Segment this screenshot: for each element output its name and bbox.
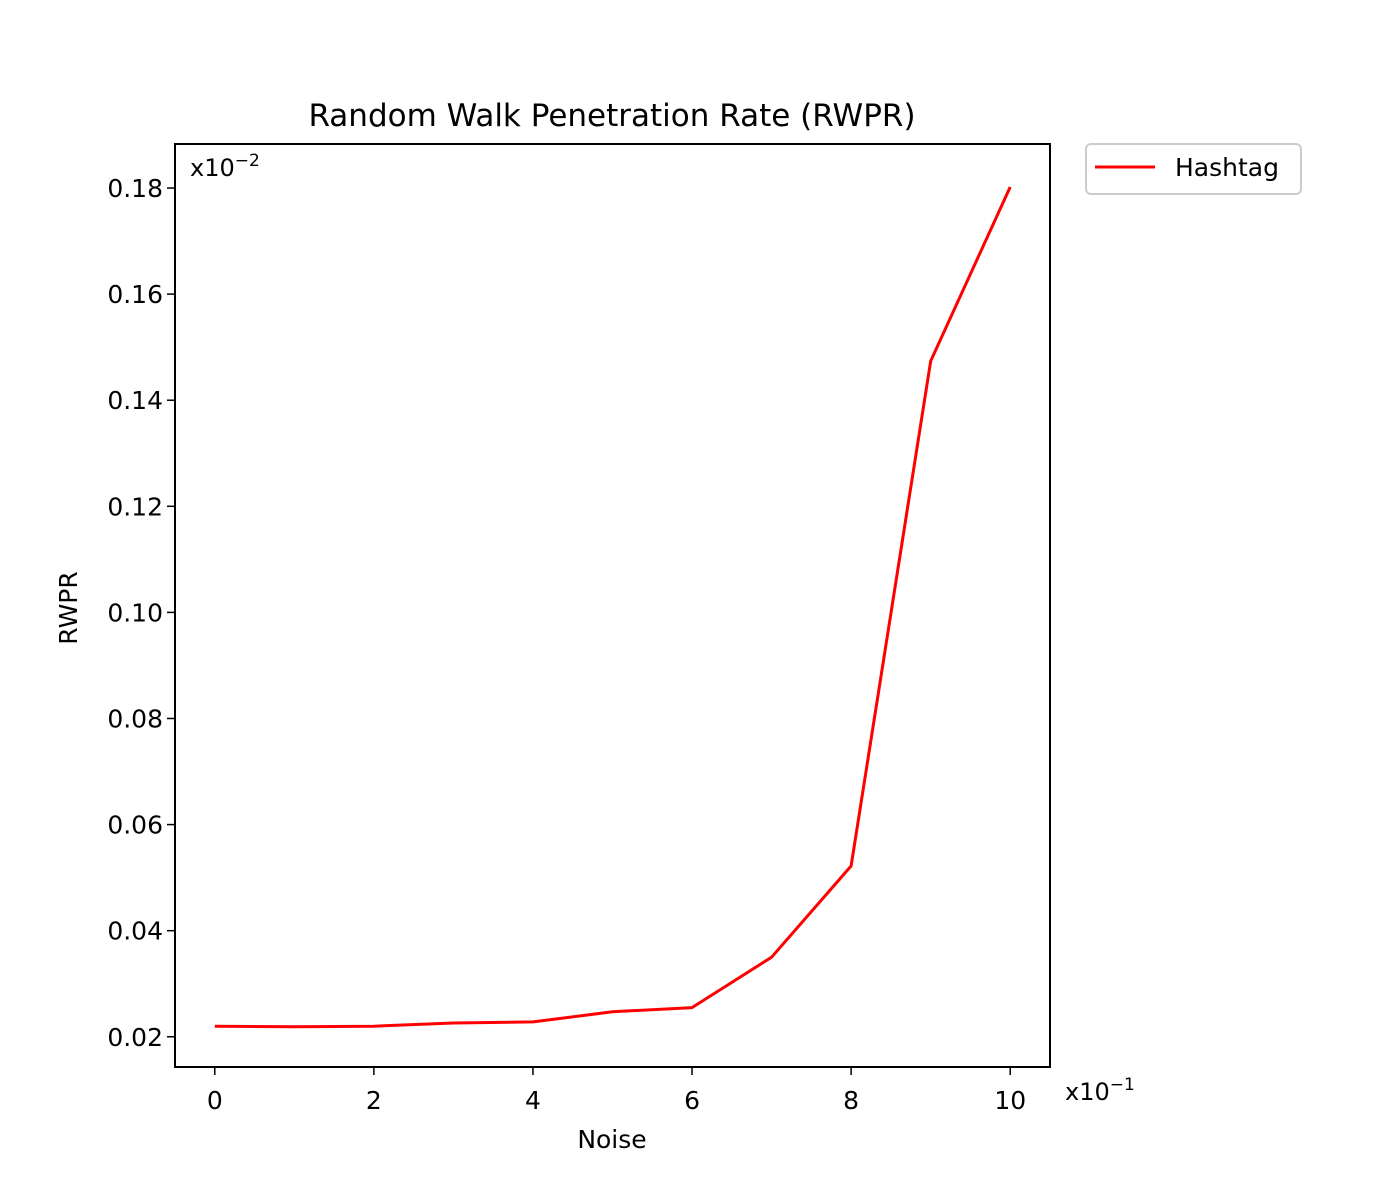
chart-title: Random Walk Penetration Rate (RWPR): [308, 98, 915, 134]
y-axis-ticks: 0.02 0.04 0.06 0.08 0.10 0.12 0.14 0.16 0.18: [107, 174, 175, 1052]
x-tick-label: 8: [843, 1086, 859, 1115]
y-multiplier-exponent: −2: [235, 151, 260, 171]
x-tick-label: 0: [207, 1086, 223, 1115]
y-tick-label: 0.08: [107, 704, 163, 733]
series-layer: [214, 186, 1012, 1029]
legend: Hashtag: [1085, 143, 1302, 195]
x-multiplier-exponent: −1: [1110, 1075, 1135, 1095]
x-tick-label: 6: [684, 1086, 700, 1115]
x-tick-label: 4: [525, 1086, 541, 1115]
plot-frame: [174, 143, 1051, 1068]
y-tick-label: 0.04: [107, 917, 163, 946]
y-tick-label: 0.14: [107, 386, 163, 415]
y-multiplier-base: x10: [190, 154, 235, 182]
legend-box: [1085, 143, 1302, 195]
y-tick-label: 0.06: [107, 811, 163, 840]
x-multiplier-base: x10: [1065, 1078, 1110, 1106]
y-tick-label: 0.16: [107, 280, 163, 309]
y-tick-label: 0.02: [107, 1023, 163, 1052]
x-axis-multiplier: x10−1: [1065, 1075, 1135, 1106]
y-tick-label: 0.10: [107, 598, 163, 627]
x-axis-label: Noise: [577, 1125, 646, 1154]
y-tick-label: 0.18: [107, 174, 163, 203]
y-axis-label: RWPR: [54, 571, 83, 645]
series-line-hashtag: [214, 186, 1012, 1029]
y-axis-multiplier: x10−2: [190, 151, 260, 182]
x-axis-ticks: 0 2 4 6 8 10: [207, 1067, 1026, 1115]
x-tick-label: 2: [366, 1086, 382, 1115]
y-tick-label: 0.12: [107, 492, 163, 521]
x-tick-label: 10: [994, 1086, 1026, 1115]
legend-label: Hashtag: [1175, 153, 1279, 182]
